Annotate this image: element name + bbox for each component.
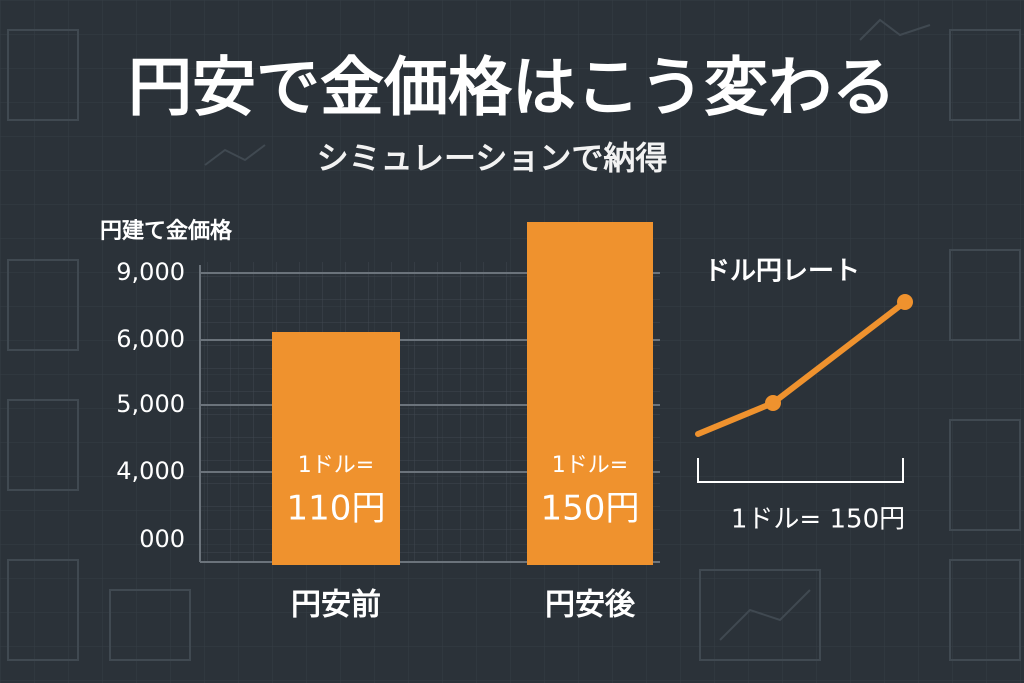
bar-label-top: 1ドル= <box>298 453 374 478</box>
rate-caption: 1ドル= 150円 <box>731 505 905 535</box>
bracket <box>697 458 904 483</box>
subtitle: シミュレーションで納得 <box>317 139 668 177</box>
bar-label-bottom: 110円 <box>287 489 386 529</box>
bar-label-top: 1ドル= <box>552 453 628 478</box>
axis-label: 5,000 <box>116 390 185 418</box>
rate-point <box>765 395 781 411</box>
category-label: 円安前 <box>291 588 381 623</box>
rate-title: ドル円レート <box>704 257 860 287</box>
rate-point <box>897 294 913 310</box>
bar-label-bottom: 150円 <box>541 489 640 529</box>
axis-title: 円建て金価格 <box>100 218 233 244</box>
background-decor <box>7 18 1021 661</box>
category-label: 円安後 <box>545 588 636 623</box>
axis-label: 000 <box>139 525 185 553</box>
bar <box>527 222 653 565</box>
bar <box>272 332 400 565</box>
axis-label: 9,000 <box>116 258 185 286</box>
title: 円安で金価格はこう変わる <box>128 52 896 126</box>
axis-label: 4,000 <box>116 457 185 485</box>
axis-label: 6,000 <box>116 325 185 353</box>
